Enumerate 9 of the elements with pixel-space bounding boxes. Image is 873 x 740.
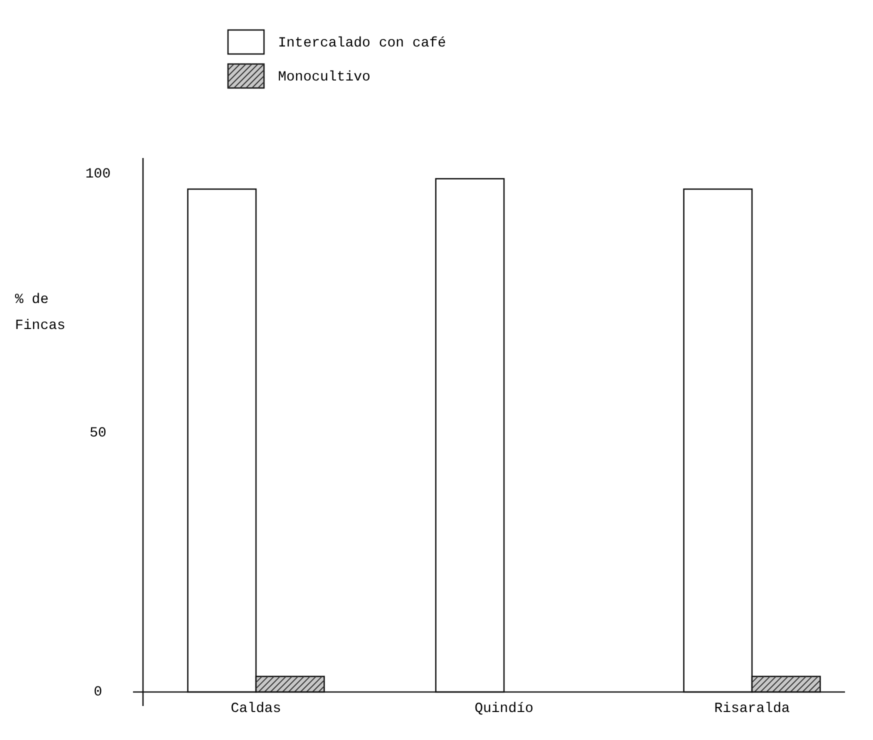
x-tick-label: Caldas: [230, 701, 282, 717]
x-tick-label: Risaralda: [714, 701, 790, 717]
y-tick-label: 100: [85, 166, 111, 182]
y-axis-title: % de Fincas: [15, 292, 66, 334]
legend-label: Intercalado con café: [278, 36, 446, 52]
x-tick-label: Quindío: [474, 701, 534, 717]
y-tick-label: 0: [94, 684, 102, 701]
legend-label: Monocultivo: [278, 70, 370, 86]
y-tick-label: 50: [90, 425, 106, 442]
